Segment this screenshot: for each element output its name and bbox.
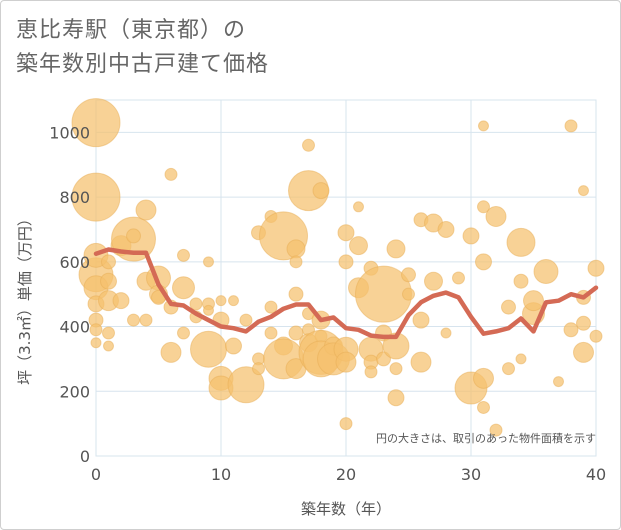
data-bubble xyxy=(177,248,190,262)
title-line-2: 築年数別中古戸建て価格 xyxy=(16,52,270,77)
data-bubble xyxy=(101,254,116,270)
trend-line xyxy=(93,247,599,340)
data-bubble xyxy=(523,290,544,312)
data-bubble xyxy=(89,323,103,337)
data-bubble xyxy=(578,185,589,197)
data-bubble xyxy=(364,365,378,379)
data-bubble xyxy=(478,120,489,132)
data-bubble xyxy=(349,236,368,256)
data-bubble xyxy=(533,259,559,285)
data-bubble xyxy=(100,272,117,290)
x-tick-label: 20 xyxy=(336,465,356,484)
data-bubble xyxy=(172,276,195,300)
x-tick-label: 10 xyxy=(211,465,231,484)
data-bubble xyxy=(302,138,315,152)
data-bubble xyxy=(473,367,494,389)
data-bubble xyxy=(477,400,490,414)
data-bubble xyxy=(71,172,121,222)
data-bubble xyxy=(135,199,157,221)
data-bubble xyxy=(440,327,452,339)
data-bubble xyxy=(489,423,503,437)
x-tick-label: 0 xyxy=(91,465,101,484)
data-bubble xyxy=(587,259,605,277)
data-bubble xyxy=(177,326,190,340)
data-bubble xyxy=(506,227,536,257)
data-bubble xyxy=(437,220,455,238)
title-line-1: 恵比寿駅（東京都）の xyxy=(16,18,247,43)
data-bubble xyxy=(452,271,465,285)
y-tick-label: 200 xyxy=(59,382,90,401)
y-tick-label: 1000 xyxy=(49,123,90,142)
data-bubble xyxy=(387,389,405,407)
x-tick-label: 30 xyxy=(461,465,481,484)
data-bubble xyxy=(338,254,354,270)
data-bubble xyxy=(573,341,594,363)
data-bubble xyxy=(160,341,182,363)
y-tick-label: 400 xyxy=(59,318,90,337)
data-bubble xyxy=(190,330,227,368)
data-bubble xyxy=(215,295,227,307)
data-bubble xyxy=(112,292,130,310)
data-bubble xyxy=(402,287,415,301)
data-bubble xyxy=(462,227,480,245)
y-tick-label: 800 xyxy=(59,188,90,207)
data-bubble xyxy=(502,362,515,376)
data-bubble xyxy=(312,182,330,200)
data-bubble xyxy=(564,119,578,133)
data-bubble xyxy=(339,417,353,431)
y-tick-label: 0 xyxy=(80,447,90,466)
data-bubble xyxy=(227,366,265,404)
data-bubble xyxy=(127,313,140,327)
y-axis-label: 坪（3.3㎡）単価（万円） xyxy=(16,211,34,385)
data-bubble xyxy=(485,206,507,228)
data-bubble xyxy=(513,273,529,289)
data-bubble xyxy=(424,271,443,291)
data-bubble xyxy=(252,362,265,376)
data-bubble xyxy=(386,239,406,259)
y-tick-label: 600 xyxy=(59,253,90,272)
data-bubble xyxy=(90,337,102,349)
x-tick-label: 40 xyxy=(586,465,606,484)
x-axis-label: 築年数（年） xyxy=(301,500,391,518)
data-bubble xyxy=(475,253,492,271)
data-bubble xyxy=(264,326,278,340)
data-bubble xyxy=(389,362,403,376)
data-bubble xyxy=(71,98,121,148)
data-bubble xyxy=(289,255,303,269)
data-bubble xyxy=(515,353,527,365)
data-bubble xyxy=(410,351,432,373)
data-bubble xyxy=(102,326,115,340)
data-bubble xyxy=(103,340,114,352)
trend-layer xyxy=(93,247,599,340)
data-bubble xyxy=(164,167,178,181)
data-bubble xyxy=(563,322,579,338)
data-bubble xyxy=(501,299,516,315)
data-bubble xyxy=(401,267,416,283)
data-bubble xyxy=(412,311,430,329)
chart-title: 恵比寿駅（東京都）の 築年数別中古戸建て価格 xyxy=(16,14,269,82)
data-bubble xyxy=(139,313,153,327)
data-bubble xyxy=(228,295,239,307)
data-bubble xyxy=(264,300,278,314)
data-bubble xyxy=(288,286,304,302)
data-bubble xyxy=(225,337,242,355)
size-note: 円の大きさは、取引のあった物件面積を示す xyxy=(376,431,596,445)
data-bubble xyxy=(335,351,357,373)
data-bubble xyxy=(576,315,591,331)
data-bubble xyxy=(203,256,214,268)
data-bubble xyxy=(203,304,214,316)
data-bubble xyxy=(239,313,253,327)
data-bubble xyxy=(286,239,306,259)
data-bubble xyxy=(589,329,603,343)
data-bubble xyxy=(553,376,564,388)
data-bubble xyxy=(353,201,364,213)
data-bubble xyxy=(477,200,490,214)
data-bubble xyxy=(189,297,203,311)
data-bubble xyxy=(337,224,355,242)
bubble-layer xyxy=(71,98,605,437)
data-bubble xyxy=(126,228,141,244)
